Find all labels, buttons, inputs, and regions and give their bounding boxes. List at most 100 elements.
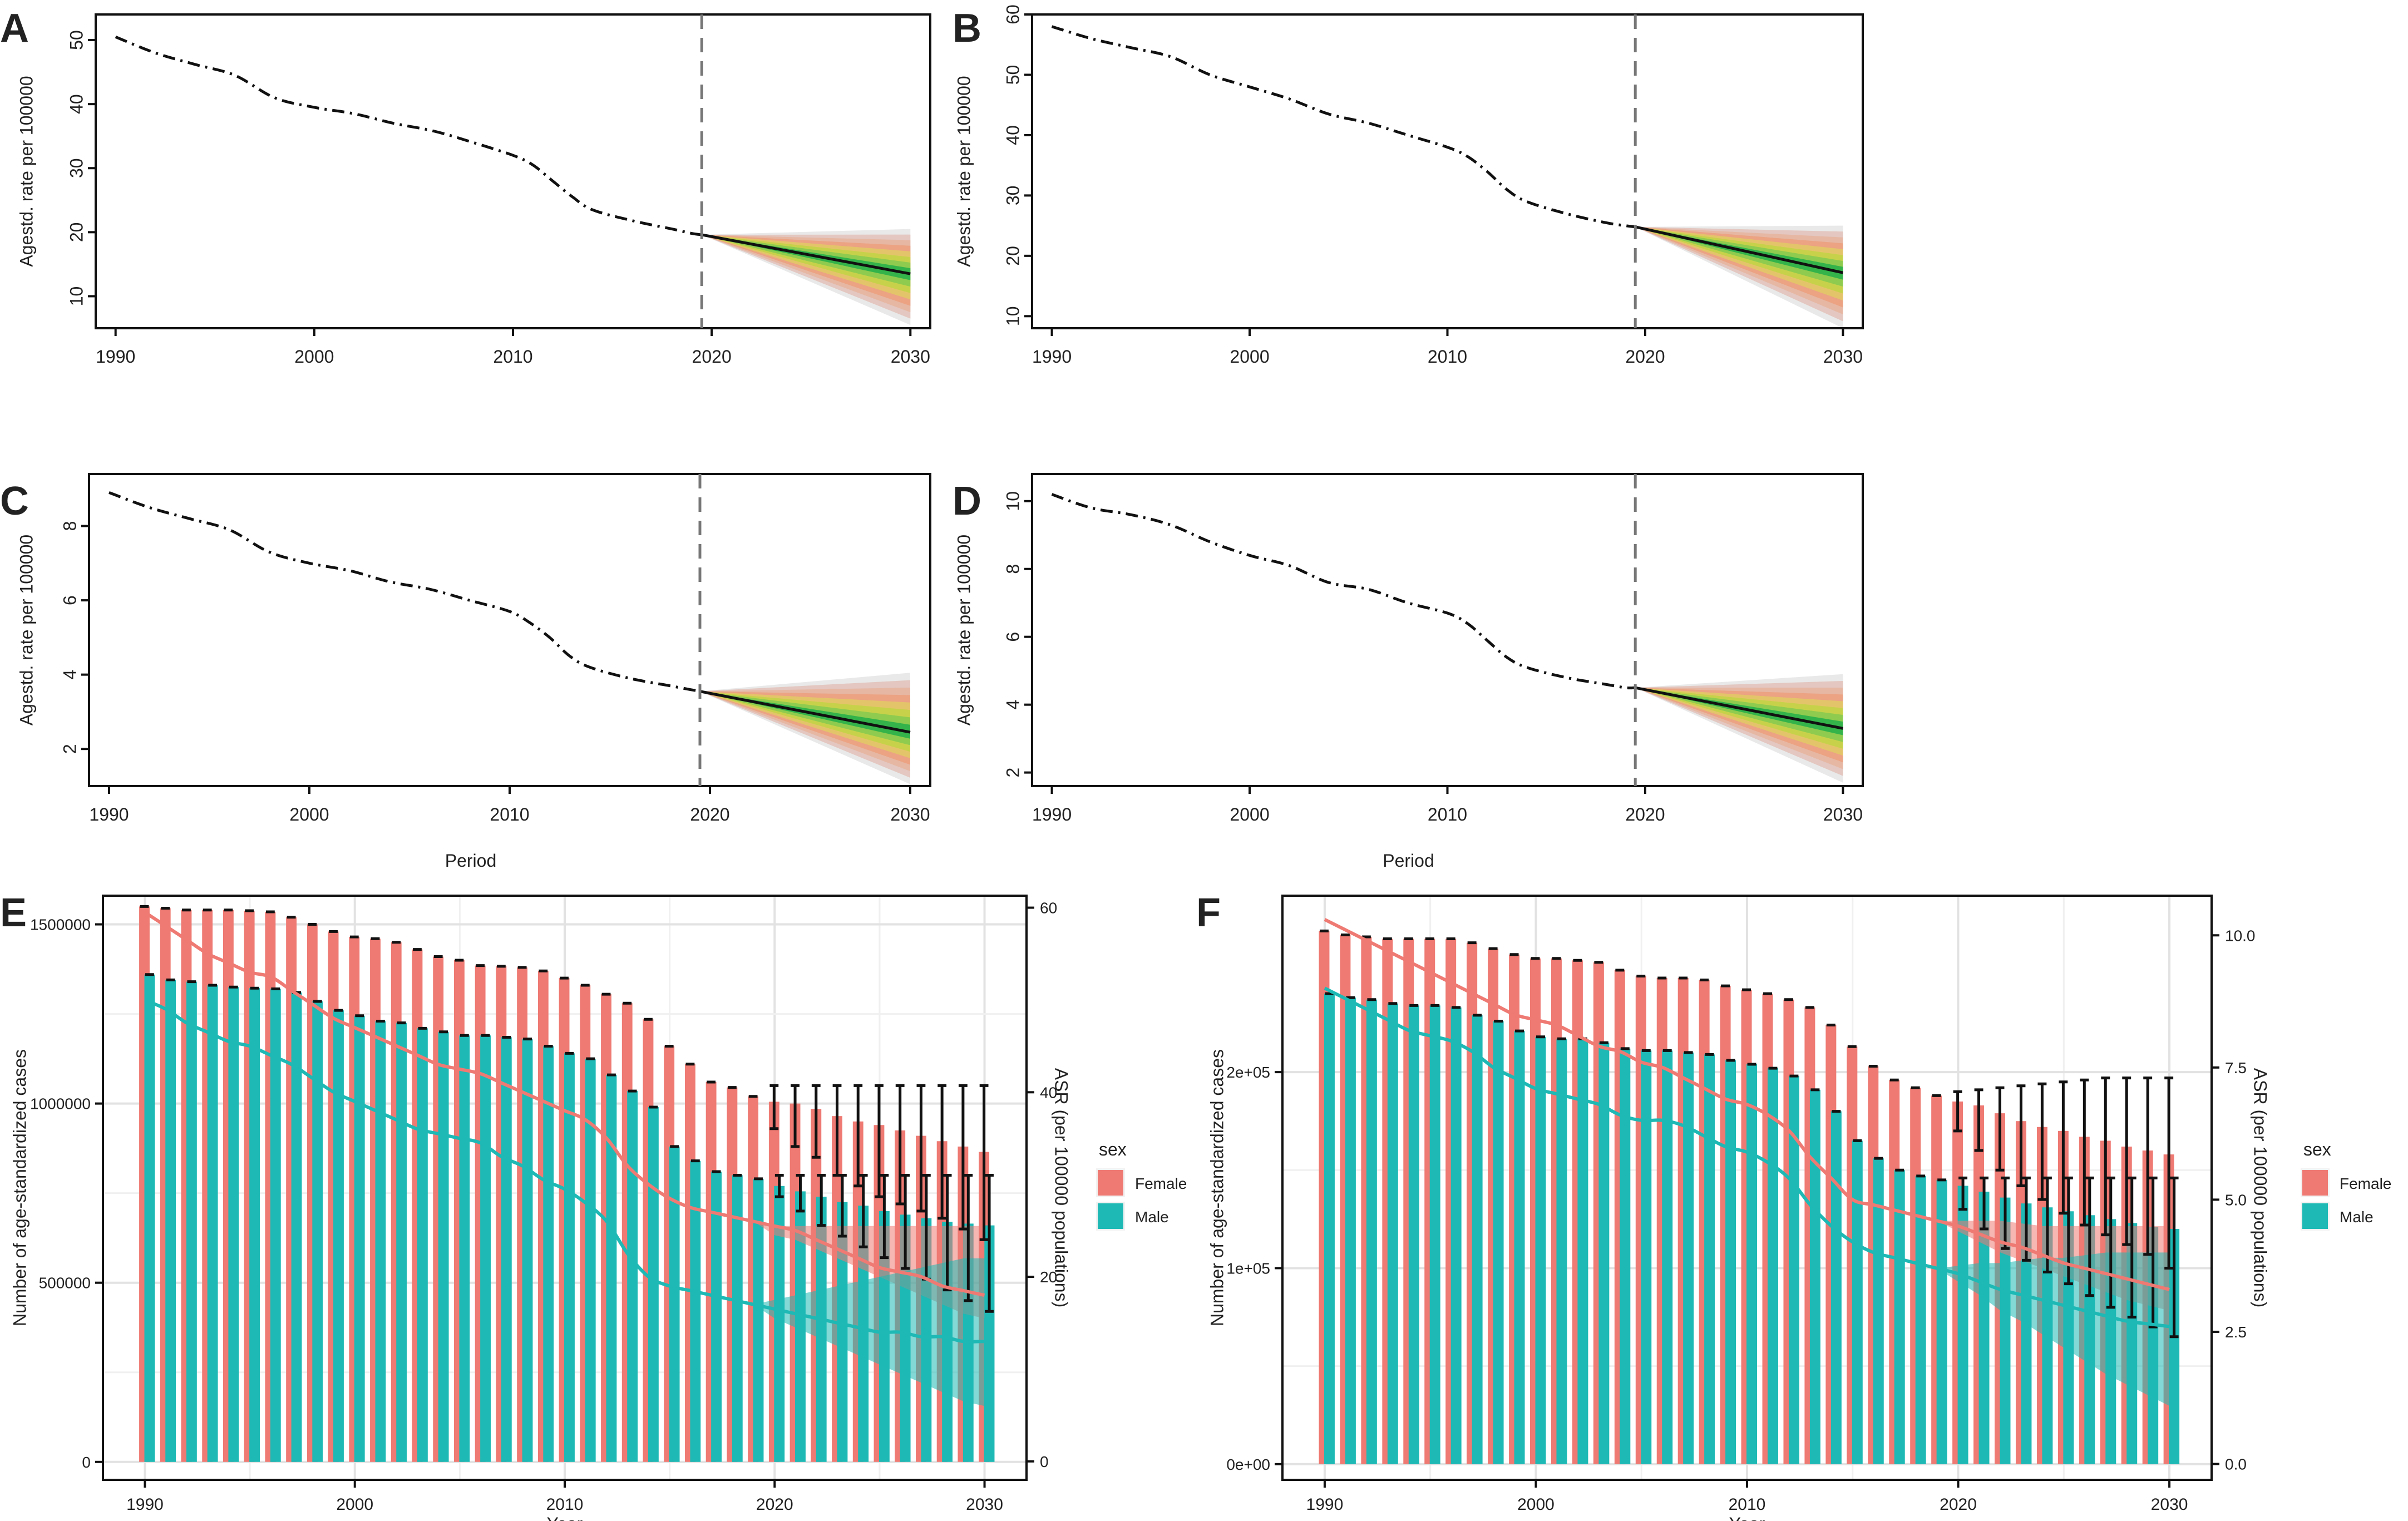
x-tick-label: 2030 <box>1823 347 1863 367</box>
male-error-bar <box>774 1173 784 1198</box>
male-bar <box>1978 1192 1990 1464</box>
y2-tick-label: 2.5 <box>2225 1324 2247 1341</box>
x-tick-label: 2010 <box>1428 347 1467 367</box>
female-error-bar <box>937 1084 947 1220</box>
observed-line <box>1051 493 1636 690</box>
forecast-mean-line <box>1635 686 1843 730</box>
x-tick-label: 2000 <box>1517 1495 1555 1514</box>
y2-axis-title: ASR (per 100000 populations) <box>1052 1068 1072 1308</box>
female-error-bar <box>895 1084 905 1206</box>
male-error-bar <box>880 1173 889 1260</box>
male-bar <box>1324 994 1335 1464</box>
plot-frame <box>1031 13 1864 329</box>
male-bar <box>1408 1005 1419 1464</box>
male-bar <box>984 1225 995 1462</box>
male-bar <box>606 1075 617 1462</box>
y-tick-label: 0e+00 <box>1226 1456 1270 1473</box>
male-bar <box>1915 1176 1926 1464</box>
x-axis-title: Period <box>1383 851 1434 871</box>
male-error-bar <box>858 1173 868 1248</box>
female-error-bar <box>875 1084 884 1198</box>
male-bar <box>2169 1228 2180 1464</box>
male-bar <box>1725 1060 1736 1464</box>
male-bar <box>1598 1043 1610 1464</box>
legend-label-male: Male <box>1135 1208 1169 1226</box>
female-error-bar <box>1995 1086 2005 1172</box>
male-bar <box>228 987 239 1462</box>
forecast-band <box>702 234 911 287</box>
male-asr-ribbon <box>753 1258 985 1406</box>
forecast-band <box>1635 226 1843 280</box>
male-bar <box>1429 1005 1440 1464</box>
x-tick-label: 2000 <box>1230 804 1269 824</box>
y-tick-label: 4 <box>60 670 80 680</box>
observed-line <box>1051 25 1636 229</box>
panel-letter: A <box>0 6 29 51</box>
female-error-bar <box>791 1084 800 1148</box>
x-tick-label: 2020 <box>692 347 732 367</box>
male-error-bar <box>1980 1176 1989 1231</box>
legend-swatch-female <box>2302 1170 2328 1196</box>
male-bar <box>1788 1076 1799 1464</box>
y-tick-label: 50 <box>1003 65 1023 85</box>
y-tick-label: 6 <box>60 595 80 605</box>
panel-e: E 1990 2000 2010 2020 2030 Year 0 500000 1000000 1… <box>0 891 1187 1521</box>
y-axis-title: Number of age-standardized cases <box>9 1049 29 1326</box>
male-error-bar <box>985 1173 994 1313</box>
y2-tick-label: 5.0 <box>2225 1191 2247 1208</box>
male-bar <box>438 1031 449 1462</box>
forecast-band <box>1635 226 1843 287</box>
female-error-bar <box>2059 1080 2068 1215</box>
y2-tick-label: 20 <box>1040 1268 1057 1286</box>
male-bar <box>711 1172 722 1462</box>
female-error-bar <box>2101 1076 2110 1237</box>
x-tick-label: 2030 <box>1823 804 1863 824</box>
legend-label-female: Female <box>1135 1175 1187 1192</box>
forecast-band <box>1635 688 1843 742</box>
male-error-bar <box>1958 1176 1968 1211</box>
forecast-band <box>700 691 910 739</box>
male-bar <box>396 1023 407 1462</box>
y2-tick-label: 40 <box>1040 1084 1057 1101</box>
y-tick-label: 6 <box>1003 632 1023 642</box>
male-bar <box>291 992 302 1462</box>
y-tick-label: 2 <box>1003 768 1023 778</box>
forecast-band <box>1635 226 1843 294</box>
observed-line <box>115 35 702 236</box>
male-error-bar <box>2021 1176 2031 1262</box>
panel-letter: B <box>953 6 981 51</box>
legend: sex Female Male <box>1096 1139 1187 1231</box>
female-error-bar <box>979 1084 989 1241</box>
x-tick-label: 2010 <box>1729 1495 1766 1514</box>
female-error-bar <box>853 1084 863 1188</box>
male-bar <box>501 1037 512 1462</box>
forecast-band <box>1635 226 1843 301</box>
x-tick-label: 2000 <box>289 804 329 824</box>
x-tick-label: 2010 <box>490 804 529 824</box>
male-bar <box>1493 1021 1504 1464</box>
female-error-bar <box>811 1084 821 1159</box>
y-axis-title: Agestd. rate per 100000 <box>954 535 974 725</box>
x-tick-label: 2010 <box>1428 804 1467 824</box>
male-asr-line <box>144 998 985 1344</box>
male-bar <box>1535 1036 1546 1464</box>
female-error-bar <box>1953 1090 1962 1133</box>
male-bar <box>207 985 218 1462</box>
y-tick-label: 30 <box>1003 186 1023 206</box>
y-tick-label: 10 <box>66 287 86 307</box>
y2-tick-label: 7.5 <box>2225 1059 2247 1076</box>
male-bar <box>648 1107 659 1462</box>
legend-title: sex <box>2303 1139 2331 1159</box>
legend-label-female: Female <box>2340 1175 2391 1192</box>
forecast-band <box>1635 688 1843 735</box>
x-tick-label: 2030 <box>890 804 930 824</box>
male-bar <box>669 1146 680 1462</box>
female-asr-line <box>1324 918 2170 1291</box>
forecast-band <box>1635 688 1843 749</box>
male-bar <box>1873 1158 1884 1464</box>
y-tick-label: 8 <box>1003 564 1023 574</box>
male-bar <box>1957 1186 1968 1464</box>
y-tick-label: 1e+05 <box>1226 1260 1270 1277</box>
y-tick-label: 8 <box>60 521 80 531</box>
